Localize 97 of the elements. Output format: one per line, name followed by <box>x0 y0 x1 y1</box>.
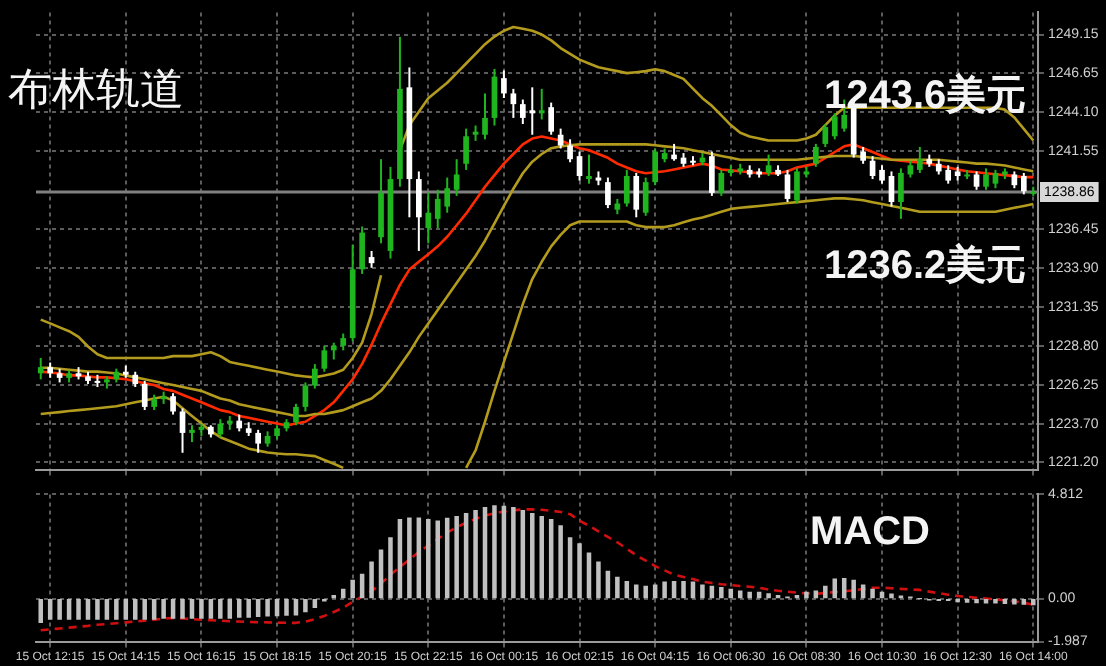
candlestick <box>813 142 819 168</box>
bar <box>851 579 856 599</box>
candlestick <box>321 344 328 373</box>
bar <box>870 588 875 599</box>
bar <box>303 598 308 613</box>
candlestick <box>548 101 555 136</box>
bar <box>983 598 989 604</box>
bar <box>246 598 251 618</box>
bar <box>719 587 724 599</box>
candlestick <box>538 87 545 121</box>
candlestick <box>453 158 460 197</box>
bar <box>1012 598 1017 605</box>
annotation: 1236.2美元 <box>824 242 1027 288</box>
bar <box>454 516 459 599</box>
candlestick <box>822 123 829 148</box>
candlestick <box>623 168 630 208</box>
bar <box>142 598 147 620</box>
candlestick <box>718 168 725 197</box>
candlestick <box>510 87 517 119</box>
bar <box>265 598 270 617</box>
bar <box>700 584 705 599</box>
candlestick <box>425 191 432 245</box>
bar <box>473 510 478 599</box>
bar <box>539 516 544 599</box>
bar <box>681 581 686 599</box>
candlestick <box>141 379 148 411</box>
bar <box>199 598 204 619</box>
bar <box>974 598 979 604</box>
bar <box>114 598 119 620</box>
candlestick <box>586 153 592 185</box>
candlestick <box>170 392 176 416</box>
bar <box>388 537 393 599</box>
bar <box>76 598 81 620</box>
bar <box>218 598 223 619</box>
bar <box>1031 598 1036 606</box>
candlestick <box>605 176 611 210</box>
bar <box>662 581 667 599</box>
bar <box>993 598 998 604</box>
candlestick <box>992 168 999 190</box>
bar <box>95 598 100 620</box>
candlestick <box>416 170 422 252</box>
bar <box>133 598 138 620</box>
candlestick <box>359 225 365 275</box>
candlestick <box>633 171 640 219</box>
bar <box>407 517 412 599</box>
bar <box>492 505 497 599</box>
candlestick <box>973 170 980 191</box>
bar <box>57 598 62 620</box>
annotation: MACD <box>810 510 930 554</box>
candlestick <box>293 402 299 427</box>
candlestick <box>709 150 715 197</box>
bar <box>38 598 43 624</box>
annotation: 1243.6美元 <box>824 72 1027 118</box>
bar <box>577 543 582 599</box>
candlestick <box>983 167 989 191</box>
bar <box>426 519 431 599</box>
bar <box>161 598 166 619</box>
candlestick <box>255 428 261 454</box>
candlestick <box>917 145 923 174</box>
bar <box>596 561 601 599</box>
candlestick <box>642 176 649 217</box>
bar <box>369 561 374 599</box>
candlestick <box>898 167 904 220</box>
candlestick <box>567 138 573 164</box>
bar <box>804 591 809 599</box>
candlestick <box>765 153 772 178</box>
bar <box>652 584 658 599</box>
candlestick <box>463 127 469 171</box>
candlestick <box>217 418 224 439</box>
bar <box>284 598 289 616</box>
candlestick <box>794 167 800 205</box>
bar <box>889 593 894 599</box>
candlestick <box>312 363 318 390</box>
candlestick <box>482 92 488 141</box>
candlestick <box>378 158 384 245</box>
line-series <box>39 508 1035 632</box>
bar <box>558 525 563 599</box>
candlestick <box>879 164 885 185</box>
bar <box>180 598 185 619</box>
bar <box>435 520 441 599</box>
bar <box>615 576 620 599</box>
annotation: 布林轨道 <box>8 64 184 114</box>
candlestick <box>652 147 658 187</box>
bar <box>860 584 866 599</box>
bar <box>643 585 648 599</box>
bar <box>350 579 355 599</box>
bar <box>766 593 771 599</box>
candlestick <box>501 69 507 100</box>
candlestick <box>784 168 791 204</box>
bar <box>747 591 752 599</box>
bar <box>511 506 516 599</box>
bar <box>634 584 639 599</box>
bar <box>823 585 828 599</box>
candlestick <box>37 356 44 381</box>
candlestick <box>1020 171 1027 196</box>
bar <box>530 513 535 599</box>
candlestick <box>179 407 186 454</box>
